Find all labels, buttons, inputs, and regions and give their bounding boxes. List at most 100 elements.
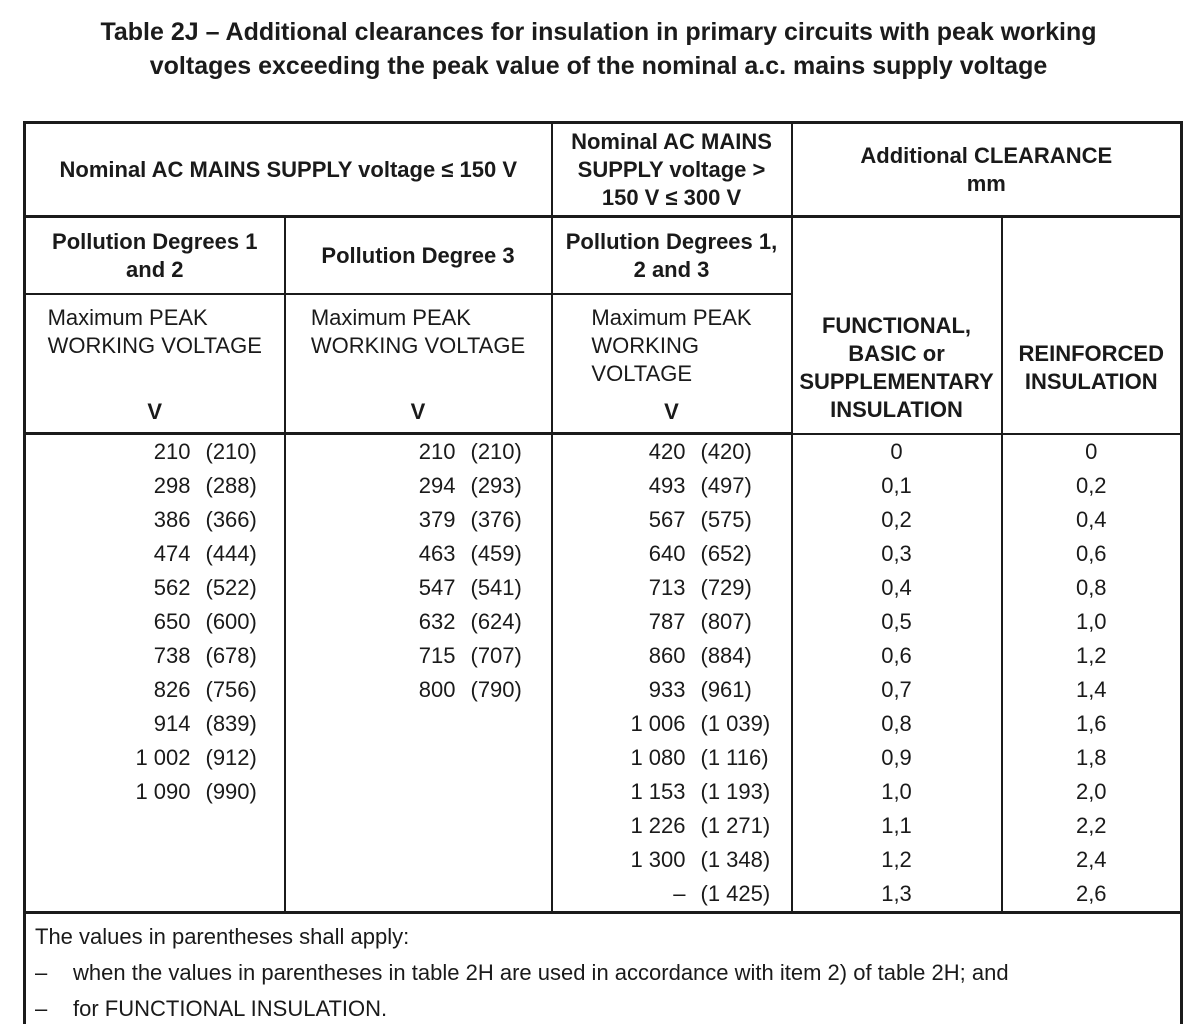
voltage-value: 562: [153, 575, 191, 600]
voltage-paren-value: (652): [700, 541, 752, 566]
voltage-paren-value: (1 116): [700, 745, 769, 770]
voltage-value: 1 226: [630, 813, 686, 838]
voltage-paren-value: (522): [205, 575, 257, 600]
header-row-pollution: Pollution Degrees 1 and 2 Pollution Degr…: [23, 215, 1183, 435]
voltage-value: 1 006: [630, 711, 686, 736]
voltage-paren-value: (541): [470, 575, 522, 600]
voltage-value: 379: [418, 507, 456, 532]
voltage-value: 632: [418, 609, 456, 634]
clearance-value: 0,2: [881, 506, 912, 532]
voltage-paren-value: (729): [700, 575, 752, 600]
clearance-value: 1,2: [881, 846, 912, 872]
table-row: 379 (376): [286, 503, 551, 537]
header-row-max-peak: Maximum PEAK WORKING VOLTAGE V Maximum P…: [23, 293, 1182, 435]
table-row: [286, 843, 551, 877]
voltage-value: [286, 877, 456, 911]
table-row: 386 (366): [26, 503, 284, 537]
voltage-paren-value: [471, 707, 551, 741]
voltage-paren-value: (210): [470, 439, 522, 464]
voltage-paren-value: (961): [700, 677, 752, 702]
header-reinforced-insulation: REINFORCED INSULATION: [1000, 215, 1183, 435]
table-row: [286, 707, 551, 741]
clearance-value: 0,8: [881, 710, 912, 736]
voltage-paren-value: (807): [700, 609, 752, 634]
clearance-value: 1,4: [1075, 676, 1107, 702]
table-row: 650 (600): [26, 605, 284, 639]
voltage-paren-value: (1 425): [700, 881, 771, 906]
column-voltage-gt150: 420 (420) 493 (497) 567 (575) 640 (652) 713 (…: [550, 432, 793, 914]
max-peak-label-1: Maximum PEAK WORKING VOLTAGE: [47, 305, 262, 358]
clearance-value: 0,6: [1075, 540, 1107, 566]
voltage-value: 1 300: [630, 847, 686, 872]
table-row: 1 153 (1 193): [553, 775, 791, 809]
table-row: 914 (839): [26, 707, 284, 741]
voltage-paren-value: (1 039): [700, 711, 771, 736]
table-row: [286, 809, 551, 843]
header-supply-gt150: Nominal AC MAINS SUPPLY voltage > 150 V …: [550, 121, 793, 218]
table-row: 1 300 (1 348): [553, 843, 791, 877]
footnote-item-text: when the values in parentheses in table …: [73, 960, 1009, 985]
voltage-paren-value: (624): [470, 609, 522, 634]
voltage-value: 493: [648, 473, 686, 498]
clearance-value: 0: [1085, 438, 1098, 464]
header-pollution-degree-3: Pollution Degree 3: [283, 215, 553, 295]
table-row: 493 (497): [553, 469, 791, 503]
voltage-value: 650: [153, 609, 191, 634]
voltage-paren-value: (575): [700, 507, 752, 532]
clearance-value: 0,9: [881, 744, 912, 770]
voltage-value: 826: [153, 677, 191, 702]
voltage-value: 800: [418, 677, 456, 702]
header-pollution-degrees-1-2: Pollution Degrees 1 and 2: [23, 215, 286, 295]
voltage-value: 933: [648, 677, 686, 702]
clearance-value: 0,2: [1075, 472, 1107, 498]
voltage-value: [286, 741, 456, 775]
table-row: 826 (756): [26, 673, 284, 707]
voltage-value: 567: [648, 507, 686, 532]
voltage-paren-value: (376): [470, 507, 522, 532]
unit-volts-1: V: [147, 399, 163, 424]
dash-bullet: –: [35, 960, 48, 985]
voltage-value: 294: [418, 473, 456, 498]
header-max-peak-voltage-1: Maximum PEAK WORKING VOLTAGE V: [23, 293, 286, 435]
table-row: 562 (522): [26, 571, 284, 605]
footnote-intro: The values in parentheses shall apply:: [35, 924, 410, 949]
clearance-value: 0,5: [881, 608, 912, 634]
footnote: The values in parentheses shall apply: –…: [23, 911, 1183, 1024]
table-row: 933 (961): [553, 673, 791, 707]
voltage-paren-value: (756): [205, 677, 257, 702]
voltage-paren-value: [471, 775, 551, 809]
voltage-paren-value: (990): [205, 779, 257, 804]
voltage-value: 420: [648, 439, 686, 464]
voltage-paren-value: (790): [470, 677, 522, 702]
clearance-value: 2,4: [1075, 846, 1107, 872]
header-pollution-degrees-1-2-3: Pollution Degrees 1, 2 and 3: [550, 215, 793, 295]
voltage-value: 474: [153, 541, 191, 566]
clearance-value: 1,2: [1075, 642, 1107, 668]
clearance-value: 0,7: [881, 676, 912, 702]
clearance-value: 1,1: [881, 812, 912, 838]
voltage-paren-value: (884): [700, 643, 752, 668]
page-title: Table 2J – Additional clearances for ins…: [100, 18, 1097, 80]
clearance-table: Nominal AC MAINS SUPPLY voltage ≤ 150 V …: [23, 121, 1184, 1024]
voltage-paren-value: (839): [205, 711, 257, 736]
table-row: 298 (288): [26, 469, 284, 503]
table-row: [26, 809, 284, 843]
voltage-paren-value: [471, 809, 551, 843]
header-additional-clearance: Additional CLEARANCE mm: [790, 121, 1183, 218]
voltage-paren-value: (707): [470, 643, 522, 668]
clearance-value: 0,1: [881, 472, 912, 498]
voltage-value: 1 090: [135, 779, 191, 804]
voltage-paren-value: [471, 741, 551, 775]
voltage-paren-value: (600): [205, 609, 257, 634]
voltage-value: 210: [153, 439, 191, 464]
voltage-paren-value: (1 348): [700, 847, 771, 872]
footnote-row: The values in parentheses shall apply: –…: [23, 911, 1183, 1024]
voltage-paren-value: [206, 843, 284, 877]
table-row: [286, 741, 551, 775]
table-row: 1 002 (912): [26, 741, 284, 775]
table-row: 1 090 (990): [26, 775, 284, 809]
table-row: [286, 775, 551, 809]
unit-volts-2: V: [410, 399, 426, 424]
table-row: 800 (790): [286, 673, 551, 707]
column-clearance-functional: 0 0,1 0,2 0,3 0,4 0,5 0,6 0,7 0,8 0,9 1,…: [790, 432, 1003, 914]
